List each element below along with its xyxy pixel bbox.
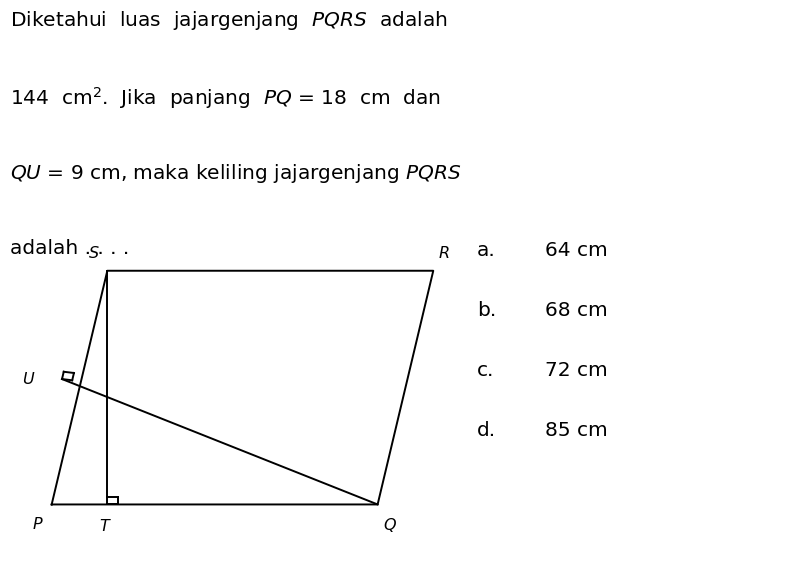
Text: 72 cm: 72 cm [545,361,607,380]
Text: 64 cm: 64 cm [545,241,607,260]
Text: b.: b. [477,301,496,320]
Text: 144  cm$^2$.  Jika  panjang  $PQ$ = 18  cm  dan: 144 cm$^2$. Jika panjang $PQ$ = 18 cm da… [10,86,440,111]
Text: $U$: $U$ [22,371,36,387]
Text: $P$: $P$ [33,516,44,532]
Text: $Q$: $Q$ [382,516,397,534]
Text: $T$: $T$ [99,518,112,534]
Text: d.: d. [477,421,496,440]
Text: 85 cm: 85 cm [545,421,607,440]
Text: a.: a. [477,241,496,260]
Text: $S$: $S$ [88,245,99,261]
Text: Diketahui  luas  jajargenjang  $PQRS$  adalah: Diketahui luas jajargenjang $PQRS$ adala… [10,9,447,31]
Text: adalah . . . .: adalah . . . . [10,239,129,258]
Text: 68 cm: 68 cm [545,301,607,320]
Text: $QU$ = 9 cm, maka keliling jajargenjang $PQRS$: $QU$ = 9 cm, maka keliling jajargenjang … [10,162,461,185]
Text: $R$: $R$ [438,245,449,261]
Text: c.: c. [477,361,494,380]
